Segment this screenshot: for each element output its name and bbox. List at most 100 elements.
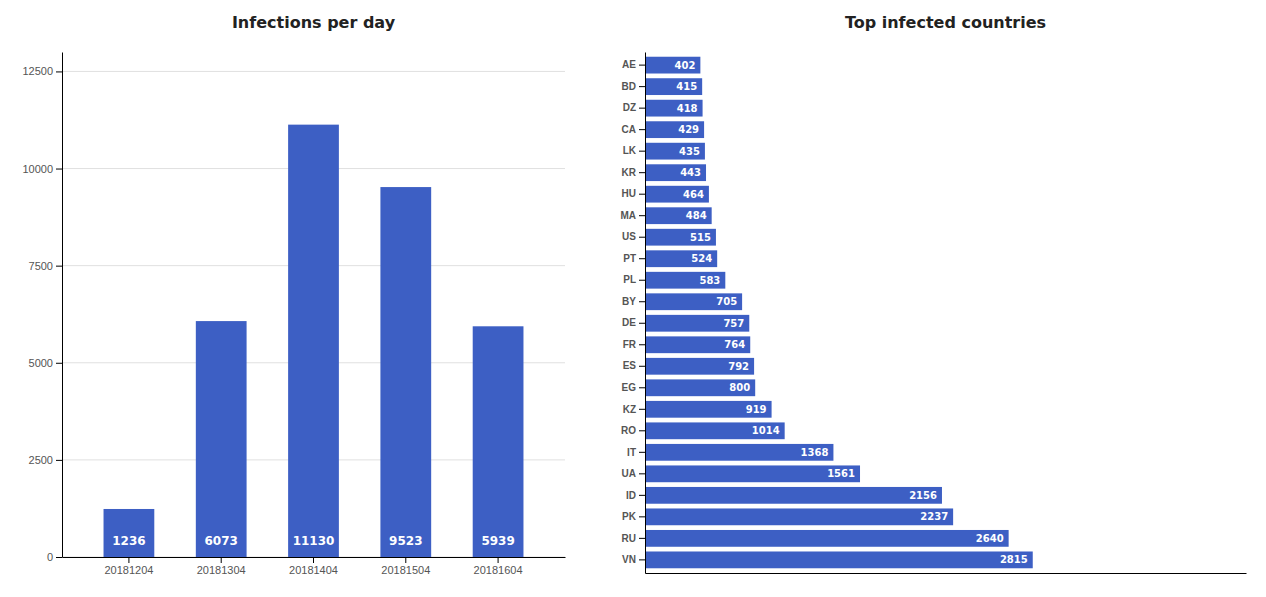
tick: LK xyxy=(623,145,645,156)
tick-label: PT xyxy=(623,253,636,264)
tick-mark xyxy=(639,151,645,152)
tick-label: CA xyxy=(622,124,636,135)
data-label: 6073 xyxy=(205,534,238,548)
tick-mark xyxy=(639,409,645,410)
axis-line xyxy=(646,573,1247,574)
value-axis xyxy=(646,573,1247,574)
tick-mark xyxy=(56,460,62,461)
bar xyxy=(645,530,1009,547)
tick: US xyxy=(622,231,645,242)
tick-mark xyxy=(56,557,62,558)
tick-mark xyxy=(639,538,645,539)
tick-label: BY xyxy=(622,296,636,307)
tick-mark xyxy=(313,557,314,563)
tick-mark xyxy=(639,387,645,388)
tick-label: 20181504 xyxy=(381,564,430,576)
tick-label: LK xyxy=(623,145,637,156)
bar xyxy=(645,207,712,224)
bar xyxy=(645,358,754,375)
tick: 0 xyxy=(47,551,62,563)
tick-label: 7500 xyxy=(29,260,53,272)
bar xyxy=(104,509,155,557)
bar xyxy=(645,186,709,203)
tick-mark xyxy=(639,194,645,195)
bars xyxy=(645,57,1033,569)
category-axis: 2018120420181304201814042018150420181604 xyxy=(63,557,566,576)
tick: 2500 xyxy=(29,454,62,466)
tick: HU xyxy=(622,188,645,199)
tick: DZ xyxy=(623,102,645,113)
bar xyxy=(196,321,247,557)
tick-mark xyxy=(639,258,645,259)
data-label: 515 xyxy=(690,232,711,243)
tick-mark xyxy=(639,172,645,173)
data-label: 418 xyxy=(677,103,698,114)
tick: FR xyxy=(623,339,645,350)
data-label: 464 xyxy=(683,189,704,200)
data-label: 484 xyxy=(686,210,707,221)
chart: Top infected countriesVNRUPKIDUAITROKZEG… xyxy=(620,13,1246,574)
tick-label: PL xyxy=(623,274,636,285)
data-label: 792 xyxy=(728,361,749,372)
tick: DE xyxy=(622,317,645,328)
tick: 20181304 xyxy=(197,557,246,576)
bar xyxy=(645,487,942,504)
tick-label: US xyxy=(622,231,636,242)
tick: ES xyxy=(623,360,645,371)
tick-label: VN xyxy=(622,554,636,565)
tick-mark xyxy=(639,495,645,496)
bar xyxy=(645,422,785,439)
tick-label: 2500 xyxy=(29,454,53,466)
tick-label: IT xyxy=(627,447,636,458)
data-label: 1368 xyxy=(801,447,829,458)
tick-label: MA xyxy=(620,210,636,221)
data-label: 524 xyxy=(691,253,712,264)
tick: BD xyxy=(622,81,645,92)
grid xyxy=(62,71,565,557)
data-labels: 123660731113095235939 xyxy=(112,534,515,548)
bars xyxy=(104,125,524,557)
tick-mark xyxy=(639,473,645,474)
data-label: 429 xyxy=(678,124,699,135)
bar xyxy=(645,100,703,117)
bar xyxy=(645,272,725,289)
tick: KZ xyxy=(623,404,645,415)
tick: PL xyxy=(623,274,645,285)
bar xyxy=(645,551,1033,568)
tick: KR xyxy=(622,167,645,178)
tick: MA xyxy=(620,210,645,221)
bar xyxy=(473,326,524,557)
tick-mark xyxy=(639,108,645,109)
bar xyxy=(645,508,953,525)
chart: Infections per day2018120420181304201814… xyxy=(22,13,565,576)
tick-label: ID xyxy=(626,490,636,501)
figure: Infections per day2018120420181304201814… xyxy=(0,0,1266,597)
tick: UA xyxy=(622,468,645,479)
tick-mark xyxy=(56,169,62,170)
chart-title: Top infected countries xyxy=(845,13,1046,32)
tick: 20181504 xyxy=(381,557,430,576)
bar xyxy=(288,125,339,557)
tick: EG xyxy=(622,382,645,393)
bar xyxy=(645,250,717,267)
tick-label: RU xyxy=(622,533,636,544)
tick-label: UA xyxy=(622,468,636,479)
bar xyxy=(645,465,860,482)
data-label: 764 xyxy=(724,339,745,350)
bar xyxy=(645,293,742,310)
tick-mark xyxy=(639,215,645,216)
tick-mark xyxy=(498,557,499,563)
data-label: 443 xyxy=(680,167,701,178)
data-label: 2237 xyxy=(920,511,948,522)
bar xyxy=(380,187,431,557)
tick-label: DE xyxy=(622,317,636,328)
tick: VN xyxy=(622,554,645,565)
bar xyxy=(645,379,755,396)
tick-mark xyxy=(639,344,645,345)
value-axis: 02500500075001000012500 xyxy=(22,53,62,564)
tick-mark xyxy=(128,557,129,563)
data-label: 2815 xyxy=(1000,554,1028,565)
tick: 20181404 xyxy=(289,557,338,576)
tick-label: 5000 xyxy=(29,357,53,369)
data-label: 800 xyxy=(729,382,750,393)
